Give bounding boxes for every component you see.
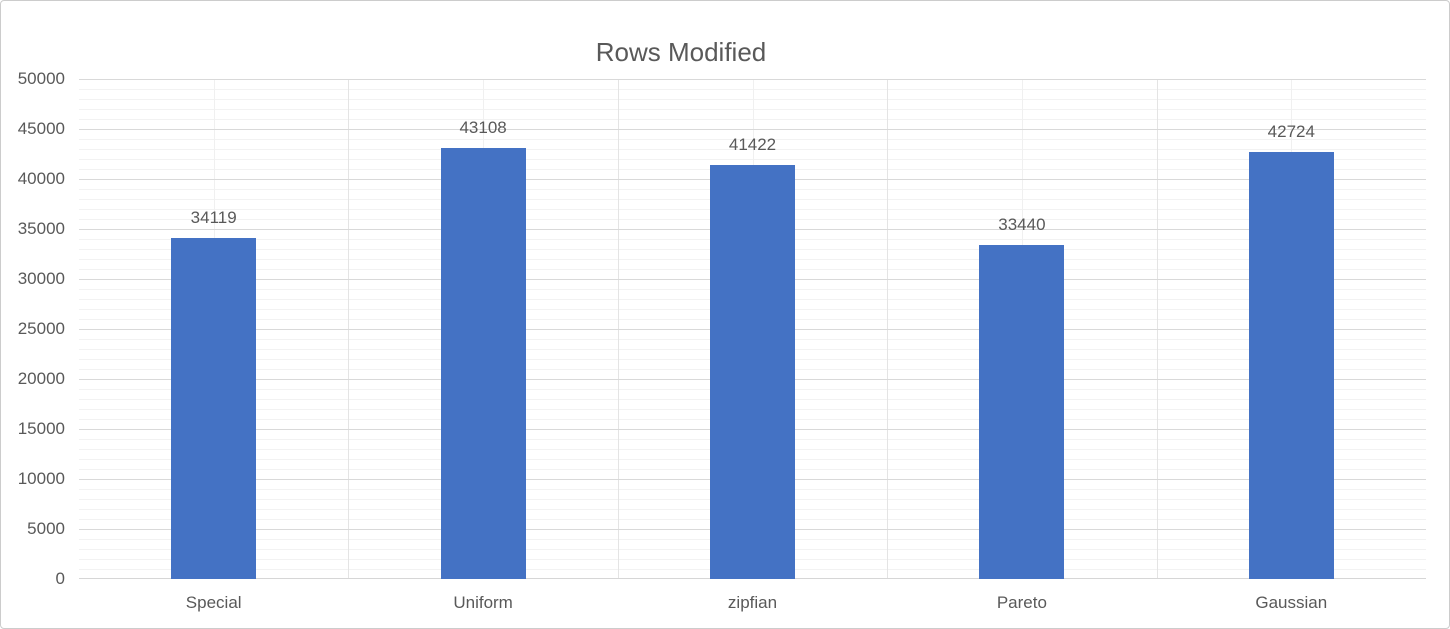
chart-title: Rows Modified — [595, 37, 767, 67]
data-label: 41422 — [728, 134, 777, 154]
major-gridline — [79, 129, 1426, 130]
y-tick-label: 0 — [55, 569, 65, 588]
data-label: 42724 — [1267, 121, 1315, 141]
y-tick-label: 20000 — [17, 369, 65, 388]
y-tick-label: 15000 — [17, 419, 65, 438]
y-axis: 0 5000 10000 15000 20000 25000 30000 35000 40000… — [1, 70, 65, 588]
bar-zipfian — [710, 164, 795, 579]
x-axis-label: zipfian — [727, 593, 778, 612]
data-label: 33440 — [998, 214, 1046, 234]
y-tick-label: 50000 — [17, 69, 65, 88]
y-tick-label: 45000 — [17, 119, 65, 138]
y-tick-label: 25000 — [17, 319, 65, 338]
x-axis: Special Uniform zipfian Pareto Gaussian — [79, 593, 1426, 617]
bar-gaussian — [1248, 151, 1334, 579]
data-label: 34119 — [190, 207, 237, 227]
bar-uniform — [440, 147, 526, 579]
x-axis-label: Pareto — [996, 593, 1047, 612]
major-gridline — [79, 79, 1426, 80]
plot-area: 34119 43108 41422 33440 42724 — [79, 79, 1426, 579]
y-tick-label: 5000 — [27, 519, 65, 538]
y-tick-label: 10000 — [17, 469, 65, 488]
x-axis-label: Uniform — [453, 593, 513, 612]
x-axis-label: Special — [185, 593, 242, 612]
bar-pareto — [979, 244, 1065, 579]
x-axis-label: Gaussian — [1255, 593, 1328, 612]
data-label: 43108 — [459, 117, 507, 137]
y-tick-label: 35000 — [17, 219, 65, 238]
bar-special — [171, 237, 257, 579]
y-tick-label: 40000 — [17, 169, 65, 188]
y-tick-label: 30000 — [17, 269, 65, 288]
